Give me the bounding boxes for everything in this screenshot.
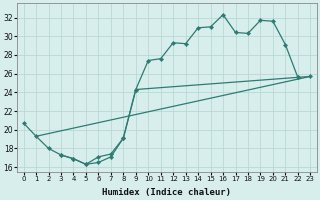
X-axis label: Humidex (Indice chaleur): Humidex (Indice chaleur) xyxy=(102,188,231,197)
